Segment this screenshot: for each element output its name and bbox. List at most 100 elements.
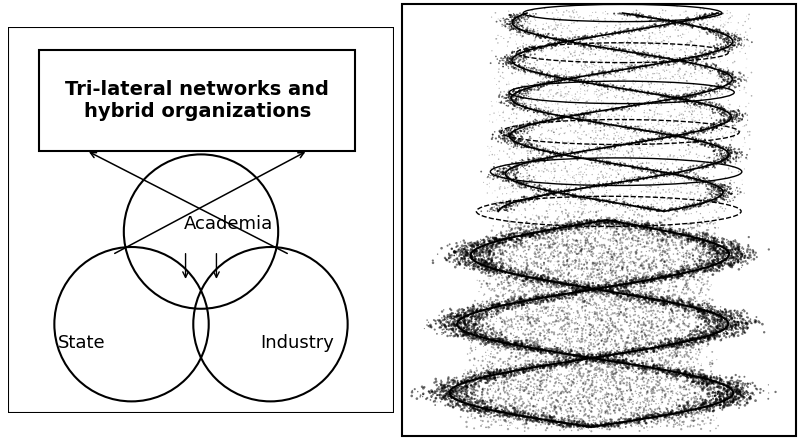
Point — [513, 299, 526, 306]
Point — [529, 46, 542, 53]
Point — [596, 181, 609, 188]
Point — [575, 210, 588, 217]
Point — [632, 287, 645, 294]
Point — [604, 111, 617, 118]
Point — [642, 100, 654, 107]
Point — [724, 261, 736, 268]
Point — [442, 379, 455, 386]
Point — [646, 398, 659, 405]
Point — [428, 390, 441, 397]
Point — [659, 173, 672, 180]
Point — [695, 49, 708, 56]
Point — [459, 259, 471, 266]
Point — [720, 403, 733, 410]
Point — [527, 184, 540, 191]
Point — [507, 206, 520, 213]
Point — [683, 370, 696, 378]
Point — [630, 163, 643, 170]
Point — [657, 300, 670, 307]
Point — [653, 244, 666, 251]
Point — [689, 44, 702, 51]
Point — [722, 44, 735, 51]
Point — [506, 137, 519, 144]
Point — [565, 420, 577, 427]
Point — [612, 349, 625, 356]
Point — [704, 232, 717, 239]
Point — [612, 231, 625, 238]
Point — [717, 123, 730, 130]
Point — [650, 352, 662, 359]
Point — [629, 335, 642, 342]
Point — [657, 301, 670, 308]
Point — [593, 127, 605, 134]
Point — [492, 239, 505, 246]
Point — [723, 145, 736, 152]
Point — [582, 215, 595, 222]
Point — [455, 248, 468, 255]
Point — [496, 396, 509, 403]
Point — [571, 227, 584, 234]
Point — [588, 265, 601, 272]
Point — [646, 296, 658, 303]
Point — [462, 330, 475, 337]
Point — [509, 22, 522, 29]
Point — [639, 183, 652, 190]
Point — [633, 346, 646, 353]
Point — [585, 260, 598, 267]
Point — [675, 205, 688, 212]
Point — [579, 109, 592, 116]
Point — [562, 283, 575, 290]
Point — [536, 297, 549, 304]
Point — [495, 168, 507, 175]
Point — [703, 86, 716, 93]
Point — [658, 23, 671, 30]
Point — [652, 97, 665, 104]
Point — [638, 223, 651, 230]
Point — [492, 183, 505, 191]
Point — [682, 20, 695, 27]
Point — [704, 327, 717, 334]
Point — [508, 125, 521, 132]
Point — [592, 201, 605, 208]
Point — [467, 321, 480, 328]
Point — [547, 331, 560, 338]
Point — [626, 47, 638, 54]
Point — [544, 413, 557, 420]
Point — [503, 234, 516, 241]
Point — [471, 326, 483, 333]
Point — [698, 25, 711, 32]
Point — [722, 313, 735, 320]
Point — [582, 289, 595, 296]
Point — [467, 263, 479, 270]
Point — [644, 128, 657, 135]
Point — [487, 335, 500, 342]
Point — [528, 412, 540, 419]
Point — [483, 239, 495, 246]
Point — [639, 360, 652, 367]
Point — [665, 299, 678, 306]
Point — [522, 177, 535, 184]
Point — [699, 379, 712, 386]
Point — [499, 253, 512, 260]
Point — [543, 152, 556, 159]
Point — [540, 387, 552, 394]
Point — [708, 425, 721, 432]
Point — [688, 99, 701, 106]
Point — [540, 297, 553, 304]
Point — [739, 64, 752, 71]
Point — [585, 354, 597, 361]
Point — [573, 289, 586, 296]
Point — [498, 199, 511, 206]
Point — [705, 102, 718, 109]
Point — [543, 70, 556, 77]
Point — [650, 291, 663, 298]
Point — [503, 97, 516, 104]
Point — [539, 117, 552, 124]
Point — [617, 261, 630, 268]
Point — [513, 313, 526, 320]
Point — [654, 231, 666, 238]
Point — [497, 407, 510, 414]
Point — [601, 352, 613, 359]
Point — [699, 103, 712, 110]
Point — [560, 315, 573, 323]
